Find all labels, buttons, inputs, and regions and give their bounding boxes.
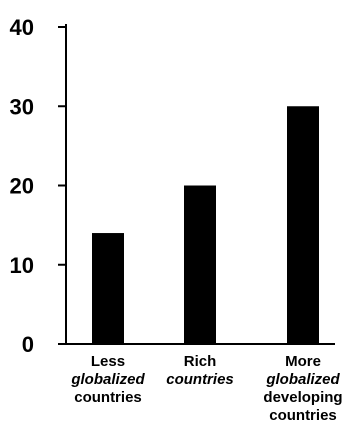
bar bbox=[184, 186, 216, 345]
bars bbox=[92, 106, 319, 344]
y-tick-label: 30 bbox=[10, 94, 34, 119]
y-tick-label: 10 bbox=[10, 253, 34, 278]
x-category-label: Rich countries bbox=[166, 353, 234, 388]
category-labels: Less globalized countries Rich countries More… bbox=[70, 353, 342, 424]
y-tick-label: 20 bbox=[10, 174, 34, 199]
x-category-label: Less globalized countries bbox=[70, 353, 145, 406]
bar bbox=[287, 106, 319, 344]
y-tick-label: 0 bbox=[22, 332, 34, 357]
x-category-label: More globalized developing countries bbox=[263, 353, 342, 424]
bar bbox=[92, 233, 124, 344]
y-tick-label: 40 bbox=[10, 15, 34, 40]
axes: 0 10 20 30 40 bbox=[10, 15, 335, 357]
